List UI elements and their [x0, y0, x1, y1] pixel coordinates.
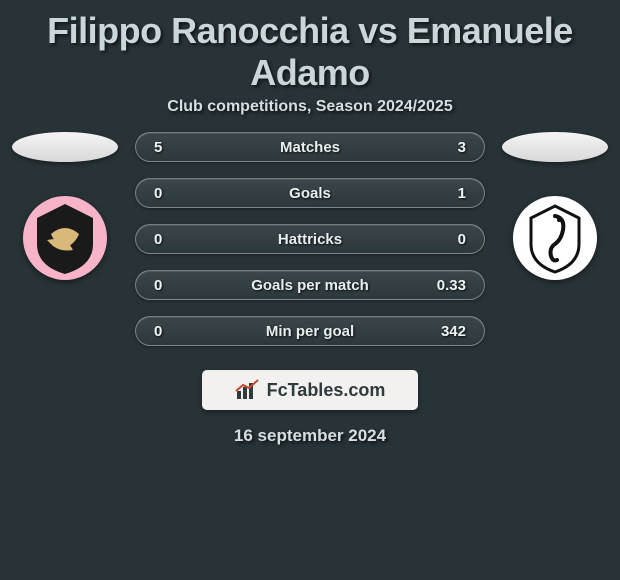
player-right-placeholder — [502, 132, 608, 162]
stat-label: Matches — [280, 139, 340, 156]
bar-chart-icon — [235, 379, 261, 401]
player-left-column — [5, 132, 125, 280]
team-right-badge — [513, 196, 597, 280]
stat-right-value: 1 — [416, 185, 466, 202]
stat-row-matches: 5 Matches 3 — [135, 132, 485, 162]
stat-left-value: 0 — [154, 231, 204, 248]
stat-right-value: 0 — [416, 231, 466, 248]
stat-right-value: 0.33 — [416, 277, 466, 294]
generation-date: 16 september 2024 — [0, 426, 620, 446]
stat-row-min-per-goal: 0 Min per goal 342 — [135, 316, 485, 346]
seahorse-crest-icon — [513, 196, 597, 280]
comparison-area: 5 Matches 3 0 Goals 1 0 Hattricks 0 0 Go… — [0, 132, 620, 346]
stat-right-value: 3 — [416, 139, 466, 156]
stat-label: Goals per match — [251, 277, 369, 294]
stat-left-value: 5 — [154, 139, 204, 156]
stat-left-value: 0 — [154, 277, 204, 294]
stat-label: Hattricks — [278, 231, 342, 248]
stat-row-goals: 0 Goals 1 — [135, 178, 485, 208]
stat-left-value: 0 — [154, 323, 204, 340]
player-left-placeholder — [12, 132, 118, 162]
eagle-crest-icon — [23, 196, 107, 280]
page-subtitle: Club competitions, Season 2024/2025 — [0, 98, 620, 132]
stats-column: 5 Matches 3 0 Goals 1 0 Hattricks 0 0 Go… — [135, 132, 485, 346]
site-logo-text: FcTables.com — [267, 380, 386, 401]
stat-label: Min per goal — [266, 323, 354, 340]
team-left-badge — [23, 196, 107, 280]
stat-left-value: 0 — [154, 185, 204, 202]
stat-row-goals-per-match: 0 Goals per match 0.33 — [135, 270, 485, 300]
stat-right-value: 342 — [416, 323, 466, 340]
player-right-column — [495, 132, 615, 280]
stat-label: Goals — [289, 185, 331, 202]
site-logo: FcTables.com — [202, 370, 418, 410]
stat-row-hattricks: 0 Hattricks 0 — [135, 224, 485, 254]
page-title: Filippo Ranocchia vs Emanuele Adamo — [0, 0, 620, 98]
